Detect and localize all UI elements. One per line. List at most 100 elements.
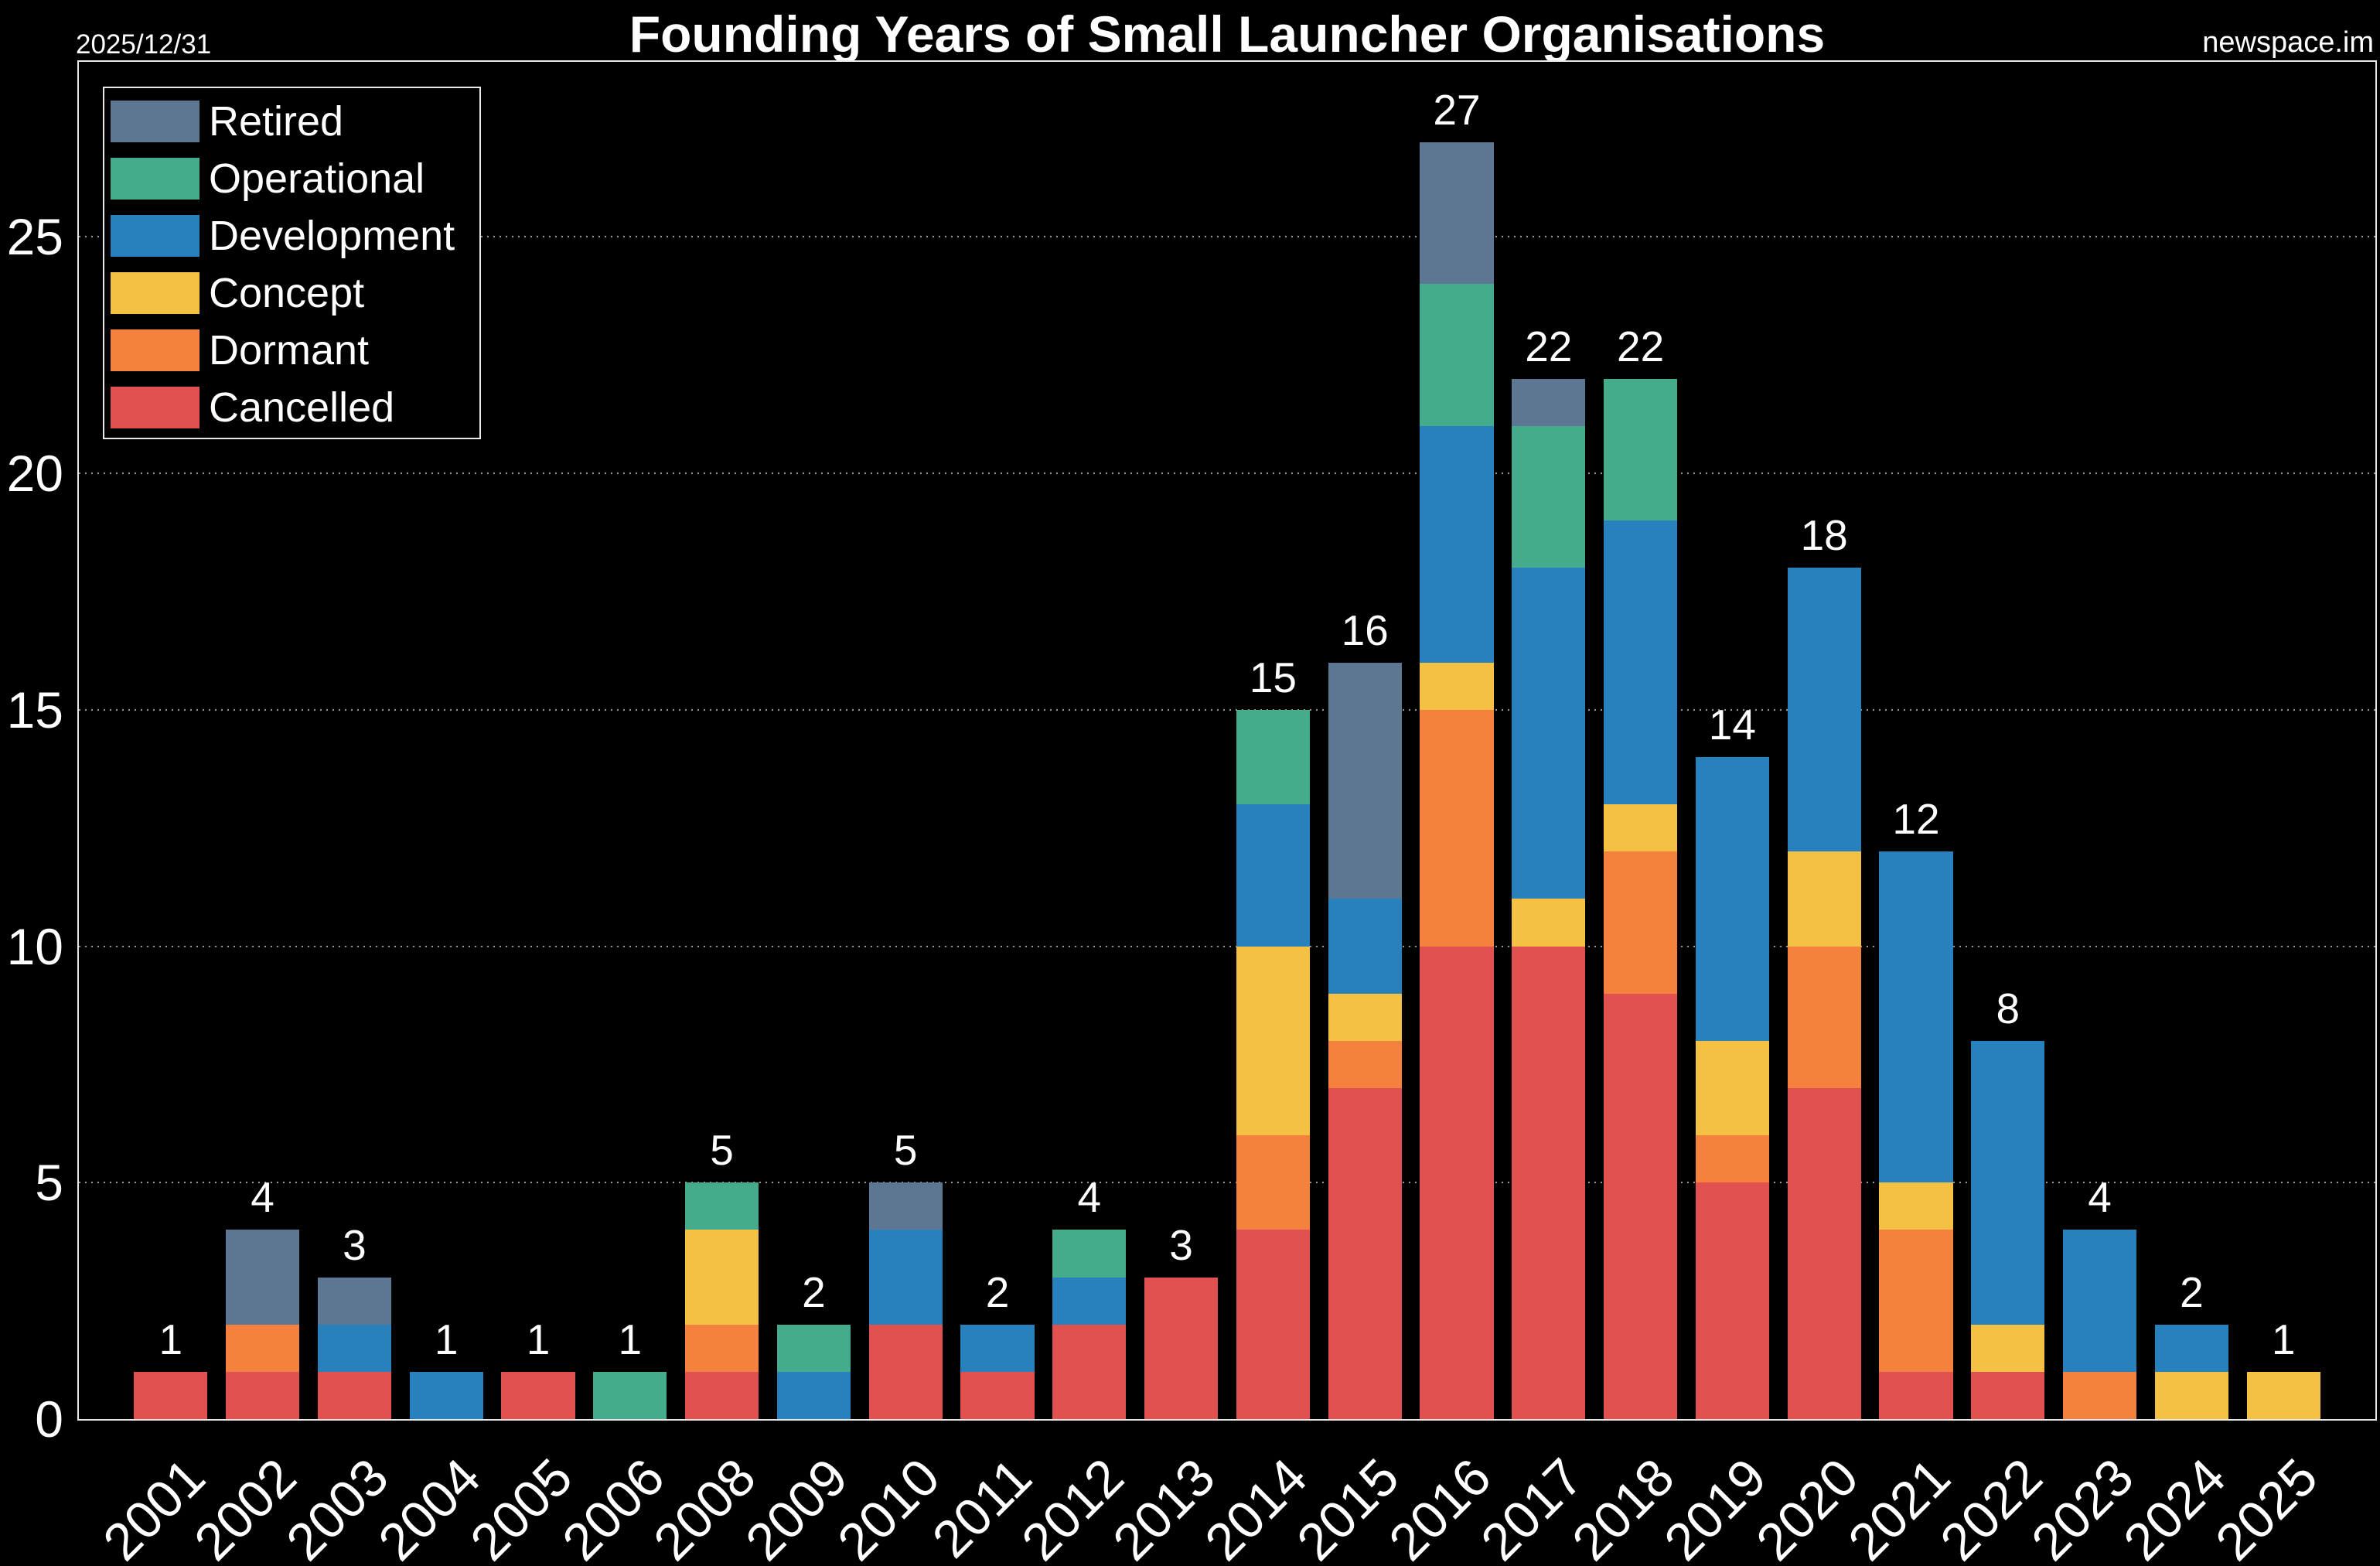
bar-segment-2022-concept bbox=[1971, 1324, 2045, 1372]
legend-item-cancelled: Cancelled bbox=[104, 379, 479, 436]
legend-label-concept: Concept bbox=[209, 270, 365, 316]
x-tick-label-2017: 2017 bbox=[1469, 1447, 1594, 1566]
bar-segment-2019-dormant bbox=[1695, 1135, 1769, 1183]
bar-total-label-2021: 12 bbox=[1892, 795, 1940, 844]
legend-swatch-cancelled bbox=[111, 387, 199, 428]
bar-segment-2006-operational bbox=[593, 1371, 667, 1419]
y-tick-label-5: 5 bbox=[35, 1154, 63, 1212]
bar-segment-2014-operational bbox=[1236, 709, 1310, 805]
x-tick-label-2011: 2011 bbox=[921, 1447, 1043, 1566]
bar-segment-2002-dormant bbox=[226, 1324, 300, 1372]
legend-label-operational: Operational bbox=[209, 155, 425, 202]
bar-segment-2017-concept bbox=[1512, 899, 1586, 947]
bar-segment-2018-concept bbox=[1604, 804, 1678, 852]
legend-swatch-development bbox=[111, 215, 199, 257]
bar-segment-2016-dormant bbox=[1420, 709, 1494, 947]
bar-segment-2005-cancelled bbox=[501, 1371, 575, 1419]
report-date: 2025/12/31 bbox=[76, 29, 212, 60]
bar-segment-2009-operational bbox=[776, 1324, 851, 1372]
bar-total-label-2001: 1 bbox=[159, 1315, 183, 1363]
bar-segment-2016-development bbox=[1420, 425, 1494, 663]
bar-segment-2023-dormant bbox=[2063, 1371, 2137, 1419]
y-tick-label-10: 10 bbox=[6, 917, 63, 975]
legend-label-retired: Retired bbox=[209, 98, 344, 145]
bar-segment-2017-retired bbox=[1512, 378, 1586, 426]
bar-segment-2008-operational bbox=[685, 1182, 759, 1230]
bar-segment-2017-operational bbox=[1512, 425, 1586, 568]
bar-segment-2024-development bbox=[2154, 1324, 2228, 1372]
bar-segment-2014-development bbox=[1236, 804, 1310, 947]
y-tick-label-20: 20 bbox=[6, 445, 63, 502]
bar-segment-2020-cancelled bbox=[1787, 1087, 1861, 1419]
bar-segment-2018-dormant bbox=[1604, 851, 1678, 994]
x-tick-label-2012: 2012 bbox=[1010, 1447, 1135, 1566]
x-tick-label-2002: 2002 bbox=[183, 1447, 309, 1566]
bar-segment-2021-dormant bbox=[1879, 1230, 1953, 1372]
gridline-y15 bbox=[79, 708, 2375, 711]
bar-segment-2018-cancelled bbox=[1604, 993, 1678, 1419]
legend-swatch-dormant bbox=[111, 329, 199, 371]
x-tick-label-2010: 2010 bbox=[826, 1447, 951, 1566]
legend: Retired Operational Development Concept Dorm… bbox=[103, 87, 481, 439]
bar-segment-2010-development bbox=[868, 1230, 943, 1325]
x-tick-label-2019: 2019 bbox=[1653, 1447, 1778, 1566]
bar-segment-2012-cancelled bbox=[1052, 1324, 1127, 1419]
legend-label-cancelled: Cancelled bbox=[209, 384, 395, 431]
bar-total-label-2011: 2 bbox=[985, 1267, 1010, 1316]
bar-segment-2010-retired bbox=[868, 1182, 943, 1230]
bar-total-label-2003: 3 bbox=[343, 1220, 367, 1269]
gridline-y20 bbox=[79, 473, 2375, 474]
bar-total-label-2024: 2 bbox=[2180, 1267, 2204, 1316]
bar-total-label-2025: 1 bbox=[2271, 1315, 2296, 1363]
bar-total-label-2006: 1 bbox=[618, 1315, 643, 1363]
bar-total-label-2019: 14 bbox=[1708, 700, 1756, 749]
bar-total-label-2023: 4 bbox=[2088, 1173, 2112, 1222]
x-tick-label-2013: 2013 bbox=[1102, 1447, 1227, 1566]
bar-segment-2015-cancelled bbox=[1328, 1087, 1402, 1419]
bar-segment-2022-cancelled bbox=[1971, 1371, 2045, 1419]
bar-segment-2025-concept bbox=[2246, 1371, 2320, 1419]
bar-total-label-2020: 18 bbox=[1800, 511, 1848, 560]
bar-segment-2003-retired bbox=[317, 1277, 391, 1325]
bar-segment-2017-development bbox=[1512, 568, 1586, 899]
bar-total-label-2002: 4 bbox=[251, 1173, 274, 1222]
x-tick-label-2006: 2006 bbox=[551, 1447, 676, 1566]
x-tick-label-2015: 2015 bbox=[1285, 1447, 1410, 1566]
bar-segment-2015-dormant bbox=[1328, 1040, 1402, 1088]
gridline-y10 bbox=[79, 945, 2375, 947]
y-tick-label-0: 0 bbox=[35, 1390, 63, 1448]
bar-segment-2008-cancelled bbox=[685, 1371, 759, 1419]
x-tick-label-2003: 2003 bbox=[275, 1447, 400, 1566]
bar-segment-2023-development bbox=[2063, 1230, 2137, 1372]
legend-item-dormant: Dormant bbox=[104, 322, 479, 379]
x-tick-label-2005: 2005 bbox=[459, 1447, 584, 1566]
x-tick-label-2025: 2025 bbox=[2204, 1447, 2329, 1566]
x-tick-label-2024: 2024 bbox=[2112, 1447, 2237, 1566]
bar-segment-2009-development bbox=[776, 1371, 851, 1419]
bar-total-label-2005: 1 bbox=[526, 1315, 551, 1363]
x-tick-label-2022: 2022 bbox=[1928, 1447, 2054, 1566]
bar-segment-2019-concept bbox=[1695, 1040, 1769, 1136]
bar-segment-2016-cancelled bbox=[1420, 946, 1494, 1419]
bar-segment-2014-dormant bbox=[1236, 1135, 1310, 1230]
legend-item-development: Development bbox=[104, 207, 479, 264]
x-tick-label-2020: 2020 bbox=[1744, 1447, 1870, 1566]
bar-segment-2021-concept bbox=[1879, 1182, 1953, 1230]
bar-total-label-2016: 27 bbox=[1433, 85, 1481, 134]
bar-segment-2018-operational bbox=[1604, 378, 1678, 521]
chart-title: Founding Years of Small Launcher Organis… bbox=[629, 5, 1826, 63]
bar-segment-2014-cancelled bbox=[1236, 1230, 1310, 1419]
bar-segment-2008-dormant bbox=[685, 1324, 759, 1372]
bar-segment-2002-cancelled bbox=[226, 1371, 300, 1419]
bar-total-label-2012: 4 bbox=[1077, 1173, 1102, 1222]
x-tick-label-2008: 2008 bbox=[643, 1447, 768, 1566]
legend-item-operational: Operational bbox=[104, 150, 479, 207]
bar-segment-2001-cancelled bbox=[134, 1371, 208, 1419]
y-tick-label-25: 25 bbox=[6, 208, 63, 266]
legend-swatch-retired bbox=[111, 101, 199, 142]
y-tick-label-15: 15 bbox=[6, 681, 63, 739]
legend-item-retired: Retired bbox=[104, 93, 479, 150]
bar-segment-2015-development bbox=[1328, 899, 1402, 994]
bar-total-label-2009: 2 bbox=[802, 1267, 826, 1316]
x-tick-label-2023: 2023 bbox=[2020, 1447, 2146, 1566]
